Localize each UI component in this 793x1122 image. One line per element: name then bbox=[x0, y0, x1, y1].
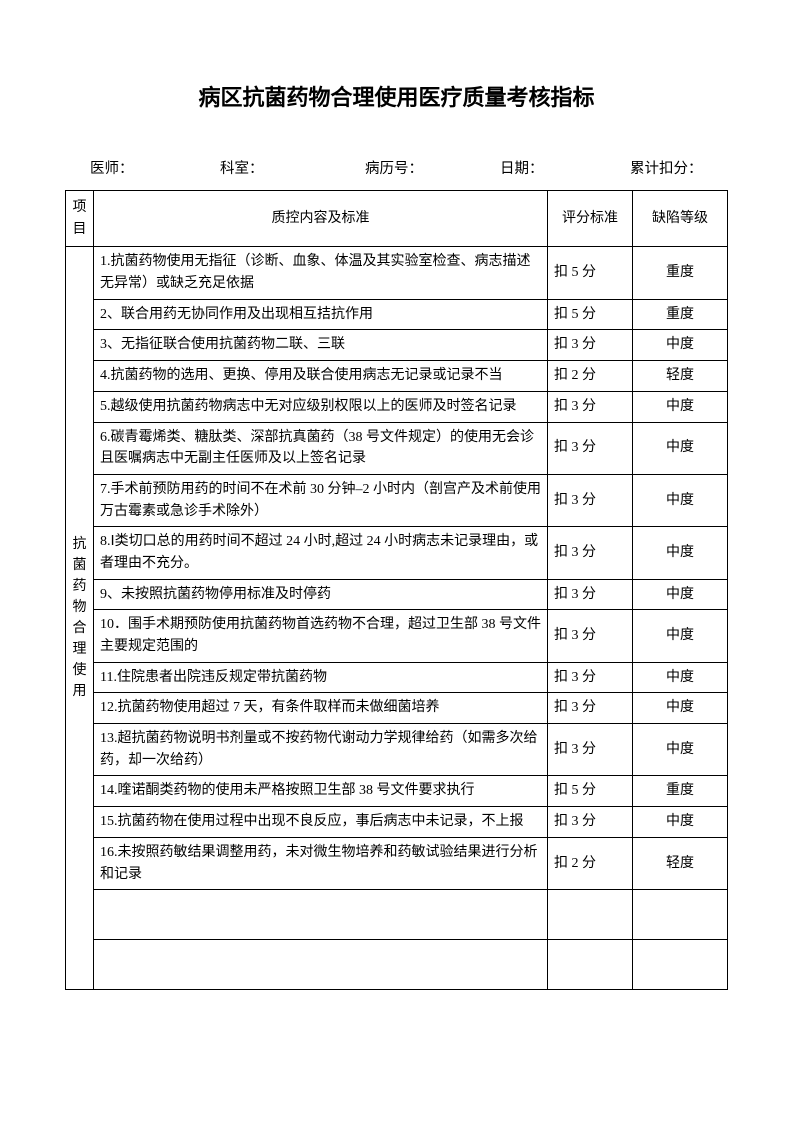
table-body: 抗菌药物合理使用 1.抗菌药物使用无指征（诊断、血象、体温及其实验室检查、病志描述… bbox=[66, 247, 728, 990]
header-category: 项目 bbox=[66, 191, 94, 247]
table-row: 14.喹诺酮类药物的使用未严格按照卫生部 38 号文件要求执行扣 5 分重度 bbox=[66, 776, 728, 807]
score-cell: 扣 3 分 bbox=[548, 330, 633, 361]
level-cell: 中度 bbox=[633, 422, 728, 474]
level-cell: 中度 bbox=[633, 724, 728, 776]
content-cell: 4.抗菌药物的选用、更换、停用及联合使用病志无记录或记录不当 bbox=[94, 361, 548, 392]
score-cell: 扣 3 分 bbox=[548, 474, 633, 526]
content-cell: 15.抗菌药物在使用过程中出现不良反应，事后病志中未记录，不上报 bbox=[94, 807, 548, 838]
table-row: 5.越级使用抗菌药物病志中无对应级别权限以上的医师及时签名记录扣 3 分中度 bbox=[66, 391, 728, 422]
score-cell: 扣 3 分 bbox=[548, 610, 633, 662]
content-cell: 2、联合用药无协同作用及出现相互拮抗作用 bbox=[94, 299, 548, 330]
level-cell: 轻度 bbox=[633, 837, 728, 889]
level-cell: 中度 bbox=[633, 693, 728, 724]
table-row: 11.住院患者出院违反规定带抗菌药物扣 3 分中度 bbox=[66, 662, 728, 693]
score-cell: 扣 2 分 bbox=[548, 361, 633, 392]
content-cell: 1.抗菌药物使用无指征（诊断、血象、体温及其实验室检查、病志描述无异常）或缺乏充… bbox=[94, 247, 548, 299]
level-cell: 重度 bbox=[633, 299, 728, 330]
level-cell: 中度 bbox=[633, 330, 728, 361]
score-cell: 扣 3 分 bbox=[548, 662, 633, 693]
level-cell: 中度 bbox=[633, 474, 728, 526]
header-score: 评分标准 bbox=[548, 191, 633, 247]
content-cell: 14.喹诺酮类药物的使用未严格按照卫生部 38 号文件要求执行 bbox=[94, 776, 548, 807]
content-cell: 12.抗菌药物使用超过 7 天，有条件取样而未做细菌培养 bbox=[94, 693, 548, 724]
level-cell: 中度 bbox=[633, 391, 728, 422]
content-cell: 8.Ⅰ类切口总的用药时间不超过 24 小时,超过 24 小时病志未记录理由，或者… bbox=[94, 527, 548, 579]
table-row: 7.手术前预防用药的时间不在术前 30 分钟–2 小时内（剖宫产及术前使用万古霉… bbox=[66, 474, 728, 526]
level-cell: 轻度 bbox=[633, 361, 728, 392]
header-level: 缺陷等级 bbox=[633, 191, 728, 247]
score-cell: 扣 3 分 bbox=[548, 579, 633, 610]
empty-cell bbox=[548, 890, 633, 940]
level-cell: 中度 bbox=[633, 662, 728, 693]
table-row: 12.抗菌药物使用超过 7 天，有条件取样而未做细菌培养扣 3 分中度 bbox=[66, 693, 728, 724]
table-row: 4.抗菌药物的选用、更换、停用及联合使用病志无记录或记录不当扣 2 分轻度 bbox=[66, 361, 728, 392]
doctor-label: 医师： bbox=[90, 157, 220, 178]
level-cell: 中度 bbox=[633, 807, 728, 838]
content-cell: 7.手术前预防用药的时间不在术前 30 分钟–2 小时内（剖宫产及术前使用万古霉… bbox=[94, 474, 548, 526]
header-content: 质控内容及标准 bbox=[94, 191, 548, 247]
category-label: 抗菌药物合理使用 bbox=[73, 534, 87, 702]
score-cell: 扣 5 分 bbox=[548, 776, 633, 807]
score-cell: 扣 3 分 bbox=[548, 527, 633, 579]
table-row: 13.超抗菌药物说明书剂量或不按药物代谢动力学规律给药（如需多次给药，却一次给药… bbox=[66, 724, 728, 776]
assessment-table: 项目 质控内容及标准 评分标准 缺陷等级 抗菌药物合理使用 1.抗菌药物使用无指征… bbox=[65, 190, 728, 990]
table-header-row: 项目 质控内容及标准 评分标准 缺陷等级 bbox=[66, 191, 728, 247]
record-no-label: 病历号： bbox=[365, 157, 500, 178]
table-row bbox=[66, 940, 728, 990]
table-row: 抗菌药物合理使用1.抗菌药物使用无指征（诊断、血象、体温及其实验室检查、病志描述… bbox=[66, 247, 728, 299]
content-cell: 9、未按照抗菌药物停用标准及时停药 bbox=[94, 579, 548, 610]
content-cell: 3、无指征联合使用抗菌药物二联、三联 bbox=[94, 330, 548, 361]
table-row: 15.抗菌药物在使用过程中出现不良反应，事后病志中未记录，不上报扣 3 分中度 bbox=[66, 807, 728, 838]
score-cell: 扣 5 分 bbox=[548, 247, 633, 299]
empty-cell bbox=[94, 940, 548, 990]
empty-cell bbox=[633, 890, 728, 940]
content-cell: 5.越级使用抗菌药物病志中无对应级别权限以上的医师及时签名记录 bbox=[94, 391, 548, 422]
content-cell: 6.碳青霉烯类、糖肽类、深部抗真菌药（38 号文件规定）的使用无会诊且医嘱病志中… bbox=[94, 422, 548, 474]
dept-label: 科室： bbox=[220, 157, 365, 178]
page-title: 病区抗菌药物合理使用医疗质量考核指标 bbox=[65, 80, 728, 112]
date-label: 日期： bbox=[500, 157, 630, 178]
table-row: 3、无指征联合使用抗菌药物二联、三联扣 3 分中度 bbox=[66, 330, 728, 361]
level-cell: 中度 bbox=[633, 527, 728, 579]
level-cell: 中度 bbox=[633, 579, 728, 610]
category-cell: 抗菌药物合理使用 bbox=[66, 247, 94, 990]
content-cell: 11.住院患者出院违反规定带抗菌药物 bbox=[94, 662, 548, 693]
table-row bbox=[66, 890, 728, 940]
score-cell: 扣 3 分 bbox=[548, 693, 633, 724]
level-cell: 重度 bbox=[633, 776, 728, 807]
table-row: 10．围手术期预防使用抗菌药物首选药物不合理，超过卫生部 38 号文件主要规定范… bbox=[66, 610, 728, 662]
empty-cell bbox=[94, 890, 548, 940]
empty-cell bbox=[633, 940, 728, 990]
score-cell: 扣 5 分 bbox=[548, 299, 633, 330]
total-deduct-label: 累计扣分： bbox=[630, 157, 703, 178]
table-row: 8.Ⅰ类切口总的用药时间不超过 24 小时,超过 24 小时病志未记录理由，或者… bbox=[66, 527, 728, 579]
score-cell: 扣 3 分 bbox=[548, 422, 633, 474]
table-row: 6.碳青霉烯类、糖肽类、深部抗真菌药（38 号文件规定）的使用无会诊且医嘱病志中… bbox=[66, 422, 728, 474]
score-cell: 扣 3 分 bbox=[548, 724, 633, 776]
level-cell: 中度 bbox=[633, 610, 728, 662]
info-row: 医师： 科室： 病历号： 日期： 累计扣分： bbox=[65, 157, 728, 178]
table-row: 2、联合用药无协同作用及出现相互拮抗作用扣 5 分重度 bbox=[66, 299, 728, 330]
content-cell: 16.未按照药敏结果调整用药，未对微生物培养和药敏试验结果进行分析和记录 bbox=[94, 837, 548, 889]
content-cell: 13.超抗菌药物说明书剂量或不按药物代谢动力学规律给药（如需多次给药，却一次给药… bbox=[94, 724, 548, 776]
score-cell: 扣 3 分 bbox=[548, 807, 633, 838]
empty-cell bbox=[548, 940, 633, 990]
table-row: 9、未按照抗菌药物停用标准及时停药扣 3 分中度 bbox=[66, 579, 728, 610]
content-cell: 10．围手术期预防使用抗菌药物首选药物不合理，超过卫生部 38 号文件主要规定范… bbox=[94, 610, 548, 662]
level-cell: 重度 bbox=[633, 247, 728, 299]
score-cell: 扣 2 分 bbox=[548, 837, 633, 889]
score-cell: 扣 3 分 bbox=[548, 391, 633, 422]
table-row: 16.未按照药敏结果调整用药，未对微生物培养和药敏试验结果进行分析和记录扣 2 … bbox=[66, 837, 728, 889]
